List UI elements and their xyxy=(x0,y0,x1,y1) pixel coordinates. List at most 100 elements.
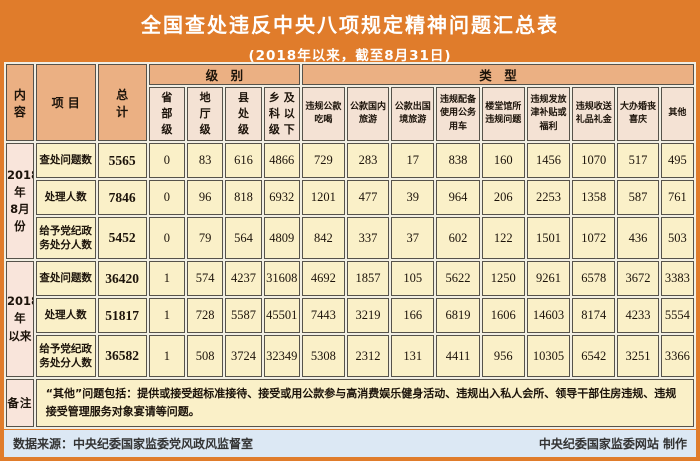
title-block: 全国查处违反中央八项规定精神问题汇总表 (2018年以来，截至8月31日) xyxy=(0,0,700,64)
cell-value: 1070 xyxy=(572,143,616,178)
row-label: 查处问题数 xyxy=(35,261,96,296)
cell-value: 105 xyxy=(391,261,435,296)
cell-value: 45501 xyxy=(263,298,300,333)
cell-value: 1857 xyxy=(346,261,390,296)
period-august-2018: 2018年 8月份 xyxy=(6,143,34,259)
cell-value: 5554 xyxy=(660,298,694,333)
cell-value: 4809 xyxy=(263,217,300,259)
cell-value: 8174 xyxy=(572,298,616,333)
cell-value: 83 xyxy=(187,143,224,178)
row-label: 给予党纪政 务处分人数 xyxy=(35,217,96,259)
col-header-content: 内 容 xyxy=(6,64,34,141)
cell-value: 2312 xyxy=(346,335,390,377)
cell-value: 7443 xyxy=(301,298,345,333)
cell-value: 3219 xyxy=(346,298,390,333)
cell-value: 1201 xyxy=(301,180,345,215)
col-header-overseas-travel: 公款出国 境旅游 xyxy=(391,87,435,141)
cell-value: 4692 xyxy=(301,261,345,296)
table-row: 给予党纪政 务处分人数 36582 1 508 3724 32349 5308 … xyxy=(6,335,694,377)
cell-value: 206 xyxy=(481,180,525,215)
cell-value: 6578 xyxy=(572,261,616,296)
credit-text: 中央纪委国家监委网站 制作 xyxy=(538,437,687,451)
cell-value: 517 xyxy=(617,143,659,178)
total-value: 51817 xyxy=(97,298,147,333)
cell-value: 122 xyxy=(481,217,525,259)
table-row: 2018年 8月份 查处问题数 5565 0 83 616 4866 729 2… xyxy=(6,143,694,259)
cell-value: 3383 xyxy=(660,261,694,296)
cell-value: 4866 xyxy=(263,143,300,178)
cell-value: 4237 xyxy=(225,261,262,296)
cell-value: 4411 xyxy=(436,335,480,377)
cell-value: 17 xyxy=(391,143,435,178)
col-header-weddings-funerals: 大办婚丧 喜庆 xyxy=(617,87,659,141)
col-group-level: 级 别 xyxy=(148,64,300,85)
cell-value: 6932 xyxy=(263,180,300,215)
row-label: 给予党纪政 务处分人数 xyxy=(35,335,96,377)
cell-value: 166 xyxy=(391,298,435,333)
cell-value: 283 xyxy=(346,143,390,178)
cell-value: 1358 xyxy=(572,180,616,215)
summary-table-wrap: 内 容 项 目 总 计 级 别 类 型 省 部 级 地 厅 级 县 处 级 乡 … xyxy=(4,62,696,429)
cell-value: 96 xyxy=(187,180,224,215)
col-header-province-level: 省 部 级 xyxy=(148,87,186,141)
col-header-item: 项 目 xyxy=(35,64,96,141)
cell-value: 0 xyxy=(148,143,186,178)
cell-value: 842 xyxy=(301,217,345,259)
col-group-type: 类 型 xyxy=(301,64,694,85)
cell-value: 5587 xyxy=(225,298,262,333)
cell-value: 728 xyxy=(187,298,224,333)
note-text: “其他”问题包括：提供或接受超标准接待、接受或用公款参与高消费娱乐健身活动、违规… xyxy=(35,379,694,427)
col-header-township-level: 乡 及 科 以 级 下 xyxy=(263,87,300,141)
cell-value: 3724 xyxy=(225,335,262,377)
cell-value: 2253 xyxy=(526,180,571,215)
cell-value: 508 xyxy=(187,335,224,377)
cell-value: 337 xyxy=(346,217,390,259)
row-label: 查处问题数 xyxy=(35,143,96,178)
cell-value: 964 xyxy=(436,180,480,215)
cell-value: 729 xyxy=(301,143,345,178)
page-title: 全国查处违反中央八项规定精神问题汇总表 xyxy=(141,13,559,37)
cell-value: 131 xyxy=(391,335,435,377)
cell-value: 32349 xyxy=(263,335,300,377)
col-header-total: 总 计 xyxy=(97,64,147,141)
col-header-other: 其他 xyxy=(660,87,694,141)
cell-value: 1 xyxy=(148,298,186,333)
cell-value: 31608 xyxy=(263,261,300,296)
summary-table: 内 容 项 目 总 计 级 别 类 型 省 部 级 地 厅 级 县 处 级 乡 … xyxy=(4,62,696,429)
page-subtitle: (2018年以来，截至8月31日) xyxy=(248,48,452,64)
header-row-columns: 省 部 级 地 厅 级 县 处 级 乡 及 科 以 级 下 违规公款 吃喝 公款… xyxy=(6,87,694,141)
cell-value: 761 xyxy=(660,180,694,215)
footer-bar: 数据来源：中央纪委国家监委党风政风监督室 中央纪委国家监委网站 制作 xyxy=(4,430,696,457)
col-header-allowances: 违规发放 津补贴或 福利 xyxy=(526,87,571,141)
cell-value: 3251 xyxy=(617,335,659,377)
note-label: 备注 xyxy=(6,379,34,427)
cell-value: 0 xyxy=(148,180,186,215)
cell-value: 6819 xyxy=(436,298,480,333)
cell-value: 5308 xyxy=(301,335,345,377)
cell-value: 3366 xyxy=(660,335,694,377)
cell-value: 160 xyxy=(481,143,525,178)
col-header-banquets: 违规公款 吃喝 xyxy=(301,87,345,141)
col-header-domestic-travel: 公款国内 旅游 xyxy=(346,87,390,141)
cell-value: 4233 xyxy=(617,298,659,333)
col-header-gifts: 违规收送 礼品礼金 xyxy=(572,87,616,141)
cell-value: 838 xyxy=(436,143,480,178)
cell-value: 956 xyxy=(481,335,525,377)
cell-value: 495 xyxy=(660,143,694,178)
table-row: 处理人数 51817 1 728 5587 45501 7443 3219 16… xyxy=(6,298,694,333)
cell-value: 616 xyxy=(225,143,262,178)
cell-value: 1 xyxy=(148,335,186,377)
cell-value: 79 xyxy=(187,217,224,259)
cell-value: 602 xyxy=(436,217,480,259)
cell-value: 39 xyxy=(391,180,435,215)
period-since-2018: 2018年 以来 xyxy=(6,261,34,377)
total-value: 36420 xyxy=(97,261,147,296)
col-header-county-level: 县 处 级 xyxy=(225,87,262,141)
cell-value: 14603 xyxy=(526,298,571,333)
cell-value: 1 xyxy=(148,261,186,296)
cell-value: 503 xyxy=(660,217,694,259)
cell-value: 574 xyxy=(187,261,224,296)
cell-value: 1456 xyxy=(526,143,571,178)
note-row: 备注 “其他”问题包括：提供或接受超标准接待、接受或用公款参与高消费娱乐健身活动… xyxy=(6,379,694,427)
